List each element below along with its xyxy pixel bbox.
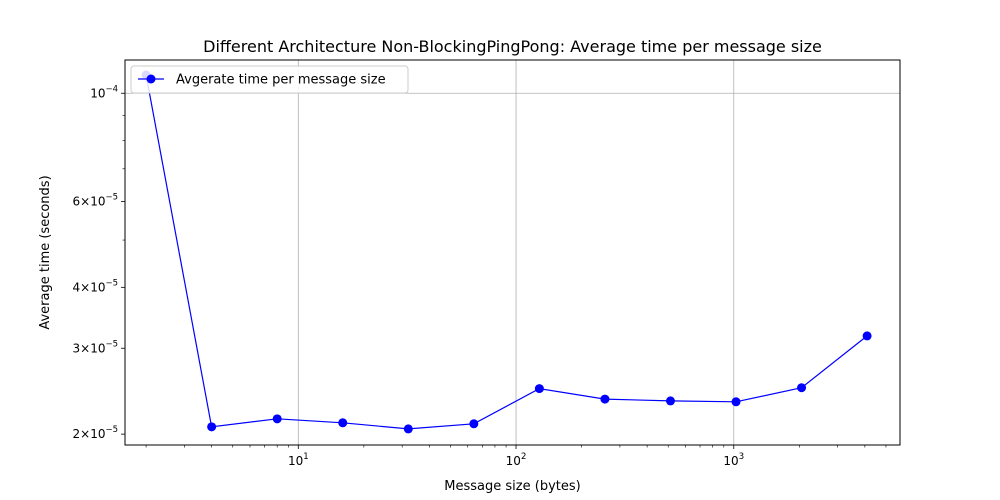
y-tick-base: ×10 — [80, 280, 105, 294]
y-tick-label: 4×10−5 — [73, 278, 119, 294]
legend-box — [130, 65, 409, 94]
legend-marker — [146, 74, 156, 84]
data-point — [403, 424, 413, 434]
x-tick-base: 10 — [723, 454, 738, 468]
y-tick-exponent: −5 — [105, 278, 118, 288]
y-tick-exponent: −5 — [105, 192, 118, 202]
y-tick-base: 10 — [90, 86, 105, 100]
y-tick-label: 10−4 — [90, 84, 118, 100]
chart-title: Different Architecture Non-BlockingPingP… — [203, 37, 822, 56]
plot-area-frame — [124, 59, 901, 446]
y-tick-exponent: −4 — [105, 84, 118, 94]
x-tick-exponent: 1 — [303, 452, 308, 462]
data-point — [534, 384, 544, 394]
x-tick-exponent: 2 — [521, 452, 526, 462]
x-tick-label: 102 — [506, 452, 527, 468]
legend-label: Avgerate time per message size — [176, 73, 386, 88]
y-tick-exponent: −5 — [105, 339, 118, 349]
y-tick-mantissa: 3 — [73, 341, 81, 355]
data-point — [731, 397, 741, 407]
data-point — [797, 383, 807, 393]
minor-ticks — [122, 115, 887, 448]
major-ticks — [121, 92, 735, 449]
data-point — [207, 422, 217, 432]
data-point — [862, 331, 872, 341]
x-tick-label: 103 — [723, 452, 744, 468]
y-tick-label: 3×10−5 — [73, 339, 119, 355]
y-tick-label: 6×10−5 — [73, 192, 119, 208]
y-tick-base: ×10 — [80, 341, 105, 355]
y-tick-mantissa: 2 — [73, 427, 81, 441]
series-layer — [141, 70, 872, 434]
data-point — [665, 396, 675, 406]
series-line — [145, 74, 868, 430]
x-tick-base: 10 — [506, 454, 521, 468]
data-point — [338, 418, 348, 428]
y-tick-exponent: −5 — [105, 425, 118, 435]
y-tick-mantissa: 4 — [73, 280, 81, 294]
y-tick-base: ×10 — [80, 194, 105, 208]
legend: Avgerate time per message size — [130, 65, 409, 94]
x-tick-label: 101 — [288, 452, 309, 468]
data-point — [272, 414, 282, 424]
x-tick-exponent: 3 — [739, 452, 744, 462]
data-point — [469, 419, 479, 429]
y-tick-label: 2×10−5 — [73, 425, 119, 441]
y-tick-mantissa: 6 — [73, 194, 81, 208]
x-axis-label: Message size (bytes) — [444, 479, 580, 494]
y-axis-label: Average time (seconds) — [38, 175, 53, 329]
grid-lines — [125, 60, 900, 445]
x-tick-base: 10 — [288, 454, 303, 468]
y-tick-base: ×10 — [80, 427, 105, 441]
data-point — [600, 394, 610, 404]
